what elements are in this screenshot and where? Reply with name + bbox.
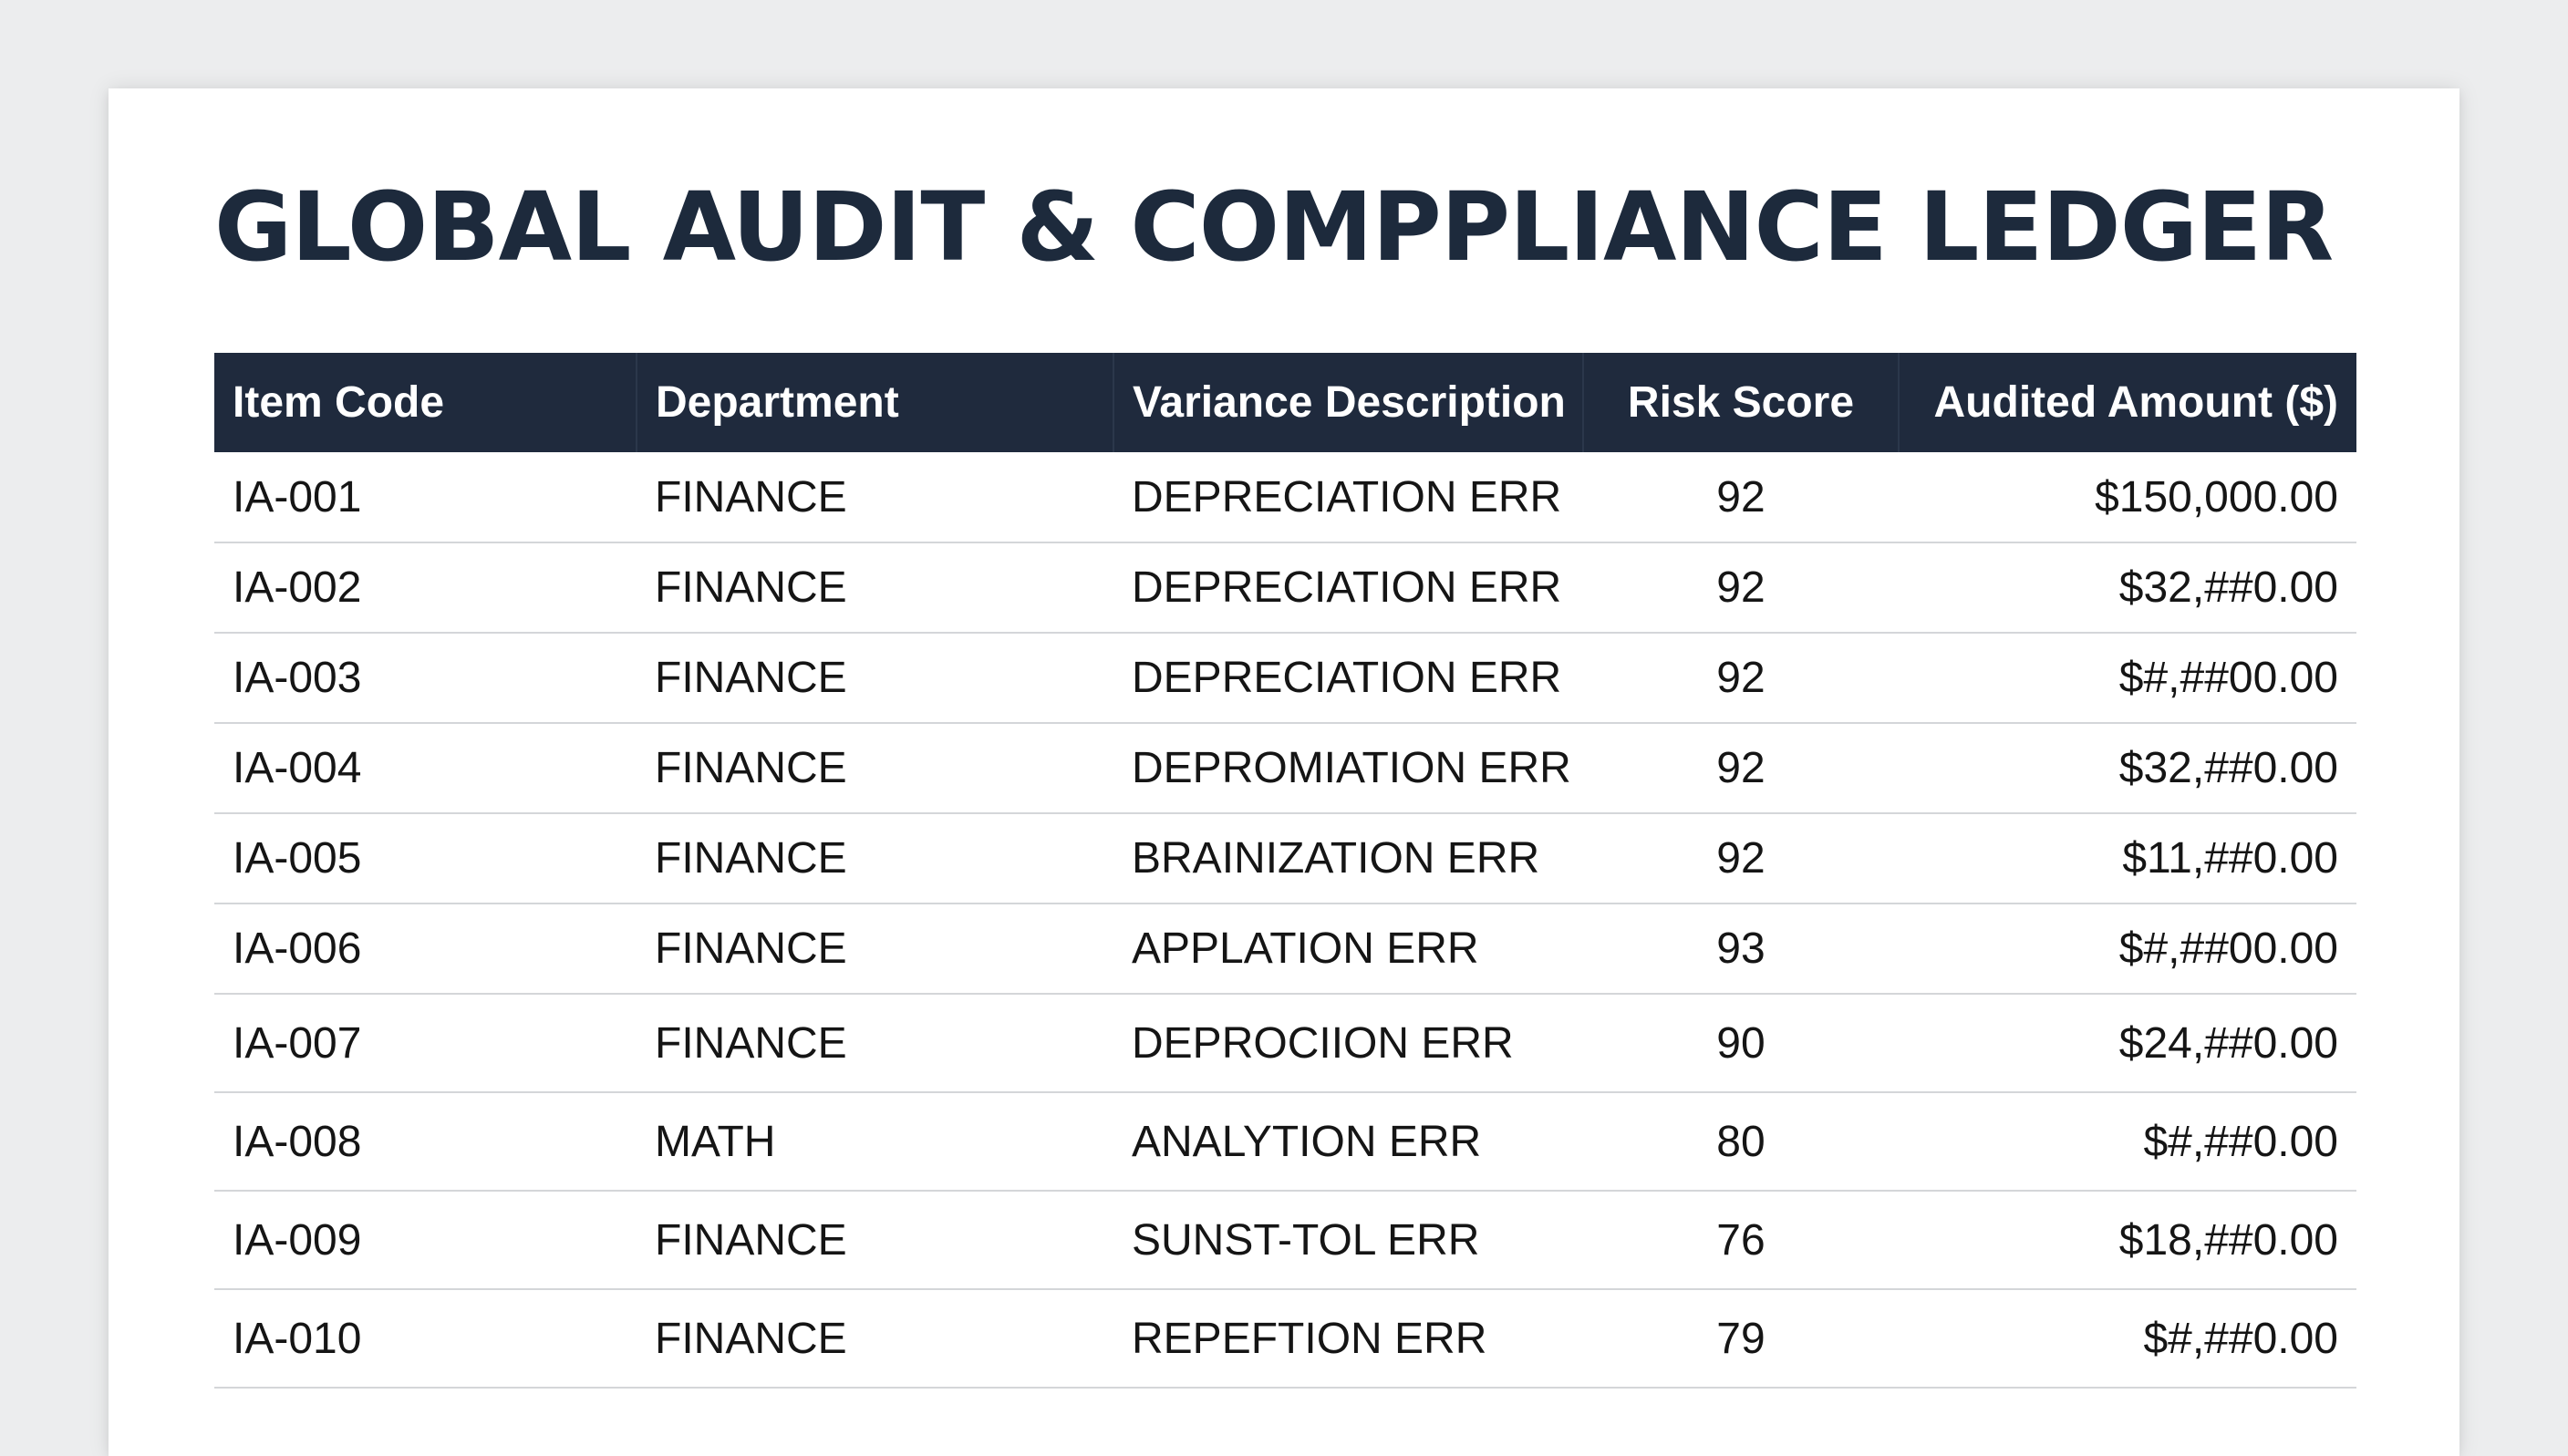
- cell-risk-score: 90: [1583, 994, 1899, 1093]
- cell-variance-description: DEPROMIATION ERR: [1113, 723, 1583, 814]
- cell-audited-amount: $#,##00.00: [1899, 633, 2356, 724]
- cell-risk-score: 80: [1583, 1092, 1899, 1192]
- cell-variance-description: DEPRECIATION ERR: [1113, 542, 1583, 634]
- cell-item-code: IA-001: [214, 452, 637, 543]
- table-row[interactable]: IA-004 FINANCE DEPROMIATION ERR 92 $32,##0.0…: [214, 723, 2356, 814]
- cell-department: FINANCE: [637, 813, 1113, 904]
- cell-variance-description: REPEFTION ERR: [1113, 1289, 1583, 1389]
- cell-department: FINANCE: [637, 723, 1113, 814]
- cell-risk-score: 92: [1583, 633, 1899, 724]
- table-row[interactable]: IA-003 FINANCE DEPRECIATION ERR 92 $#,##00.0…: [214, 633, 2356, 724]
- cell-item-code: IA-009: [214, 1191, 637, 1290]
- ledger-table: Item Code Department Variance Descriptio…: [214, 353, 2356, 1389]
- cell-risk-score: 92: [1583, 452, 1899, 543]
- cell-audited-amount: $#,##0.00: [1899, 1289, 2356, 1389]
- cell-audited-amount: $32,##0.00: [1899, 723, 2356, 814]
- cell-variance-description: BRAINIZATION ERR: [1113, 813, 1583, 904]
- cell-variance-description: SUNST-TOL ERR: [1113, 1191, 1583, 1290]
- cell-department: FINANCE: [637, 994, 1113, 1093]
- cell-item-code: IA-002: [214, 542, 637, 634]
- cell-item-code: IA-010: [214, 1289, 637, 1389]
- cell-risk-score: 92: [1583, 723, 1899, 814]
- cell-audited-amount: $24,##0.00: [1899, 994, 2356, 1093]
- cell-risk-score: 92: [1583, 813, 1899, 904]
- table-row[interactable]: IA-001 FINANCE DEPRECIATION ERR 92 $150,000.…: [214, 452, 2356, 543]
- cell-variance-description: ANALYTION ERR: [1113, 1092, 1583, 1192]
- cell-risk-score: 92: [1583, 542, 1899, 634]
- table-row[interactable]: IA-002 FINANCE DEPRECIATION ERR 92 $32,##0.0…: [214, 542, 2356, 634]
- cell-variance-description: DEPRECIATION ERR: [1113, 452, 1583, 543]
- header-row: Item Code Department Variance Descriptio…: [214, 353, 2356, 452]
- cell-item-code: IA-006: [214, 904, 637, 995]
- column-header-variance-description[interactable]: Variance Description: [1113, 353, 1584, 452]
- table-row[interactable]: IA-006 FINANCE APPLATION ERR 93 $#,##00.00: [214, 904, 2356, 995]
- cell-risk-score: 93: [1583, 904, 1899, 995]
- column-header-item-code[interactable]: Item Code: [214, 353, 637, 452]
- cell-audited-amount: $150,000.00: [1899, 452, 2356, 543]
- table-body: IA-001 FINANCE DEPRECIATION ERR 92 $150,000.…: [214, 452, 2356, 1389]
- page-title: GLOBAL AUDIT & COMPPLIANCE LEDGER: [214, 171, 2334, 283]
- cell-item-code: IA-004: [214, 723, 637, 814]
- cell-audited-amount: $#,##0.00: [1899, 1092, 2356, 1192]
- cell-department: FINANCE: [637, 452, 1113, 543]
- column-header-risk-score[interactable]: Risk Score: [1583, 353, 1900, 452]
- cell-risk-score: 79: [1583, 1289, 1899, 1389]
- table-header: Item Code Department Variance Descriptio…: [214, 353, 2356, 452]
- cell-item-code: IA-008: [214, 1092, 637, 1192]
- cell-audited-amount: $32,##0.00: [1899, 542, 2356, 634]
- cell-item-code: IA-007: [214, 994, 637, 1093]
- cell-department: FINANCE: [637, 904, 1113, 995]
- cell-variance-description: DEPROCIION ERR: [1113, 994, 1583, 1093]
- cell-audited-amount: $18,##0.00: [1899, 1191, 2356, 1290]
- table-row[interactable]: IA-008 MATH ANALYTION ERR 80 $#,##0.00: [214, 1092, 2356, 1192]
- cell-department: FINANCE: [637, 1191, 1113, 1290]
- cell-department: MATH: [637, 1092, 1113, 1192]
- cell-variance-description: DEPRECIATION ERR: [1113, 633, 1583, 724]
- cell-risk-score: 76: [1583, 1191, 1899, 1290]
- table-row[interactable]: IA-010 FINANCE REPEFTION ERR 79 $#,##0.00: [214, 1289, 2356, 1389]
- table-row[interactable]: IA-007 FINANCE DEPROCIION ERR 90 $24,##0.00: [214, 994, 2356, 1093]
- cell-department: FINANCE: [637, 542, 1113, 634]
- table-row[interactable]: IA-009 FINANCE SUNST-TOL ERR 76 $18,##0.00: [214, 1191, 2356, 1290]
- cell-item-code: IA-005: [214, 813, 637, 904]
- table-row[interactable]: IA-005 FINANCE BRAINIZATION ERR 92 $11,##0.0…: [214, 813, 2356, 904]
- column-header-department[interactable]: Department: [637, 353, 1114, 452]
- cell-variance-description: APPLATION ERR: [1113, 904, 1583, 995]
- cell-audited-amount: $11,##0.00: [1899, 813, 2356, 904]
- cell-department: FINANCE: [637, 633, 1113, 724]
- column-header-audited-amount[interactable]: Audited Amount ($): [1933, 378, 2338, 427]
- cell-department: FINANCE: [637, 1289, 1113, 1389]
- cell-audited-amount: $#,##00.00: [1899, 904, 2356, 995]
- cell-item-code: IA-003: [214, 633, 637, 724]
- ledger-sheet: GLOBAL AUDIT & COMPPLIANCE LEDGER Item C…: [109, 88, 2459, 1456]
